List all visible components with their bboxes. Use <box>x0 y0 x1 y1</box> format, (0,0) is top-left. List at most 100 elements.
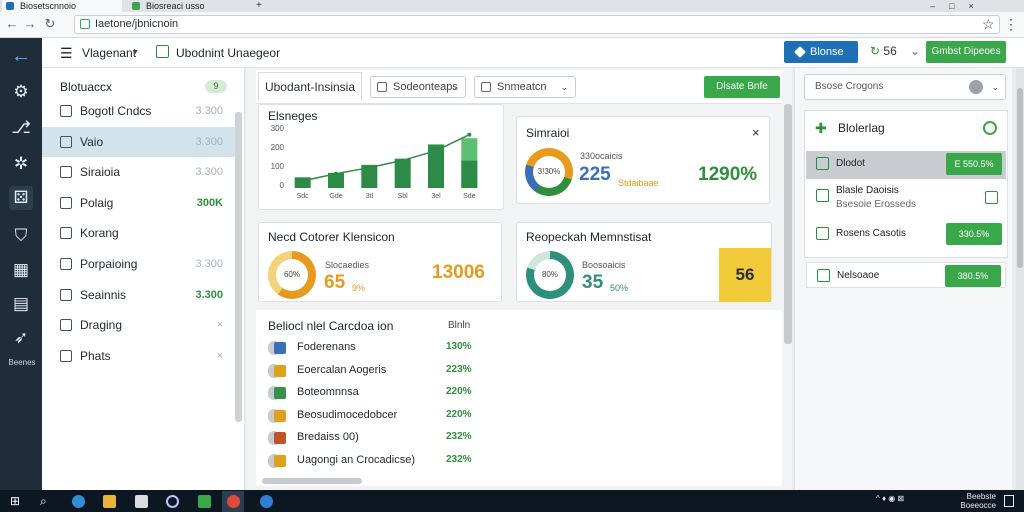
dice-icon[interactable]: ⚄ <box>9 186 33 210</box>
list-column-header: Blnln <box>448 320 471 331</box>
nodes-icon[interactable]: ✲ <box>13 154 29 173</box>
list-item-label[interactable]: Eoercalan Aogeris <box>297 363 387 376</box>
app-icon[interactable] <box>198 495 211 508</box>
stat-card-title: Simraioi <box>526 126 570 140</box>
x-tick-label: 3el <box>431 193 441 200</box>
sidebar-item-value: 3.300 <box>195 258 223 270</box>
taskbar-clock[interactable]: Beebste Boeeocce <box>956 492 996 510</box>
filter-dropdown[interactable]: Sodeonteaps ⌄ <box>370 76 466 98</box>
browser-tab-active[interactable]: Biosetscnnoio <box>2 0 122 12</box>
group-select[interactable]: Bsose Crogons ⌄ <box>804 74 1006 100</box>
close-icon[interactable]: × <box>752 125 760 140</box>
list-item-label[interactable]: Foderenans <box>297 341 356 353</box>
chart-bar[interactable] <box>394 158 411 188</box>
trend-point[interactable] <box>467 132 472 137</box>
sidebar-item-label: Phats <box>80 348 111 363</box>
list-item-icon <box>268 454 288 468</box>
horizontal-scrollbar[interactable] <box>262 478 362 484</box>
system-tray[interactable]: ^ ♦ ◉ ⊠ <box>876 494 905 503</box>
store-icon[interactable] <box>135 495 148 508</box>
tab-overview[interactable]: Ubodant-Insinsia <box>258 72 362 102</box>
trend-point[interactable] <box>300 178 305 183</box>
bookmark-star-icon[interactable]: ☆ <box>982 16 995 32</box>
trend-point[interactable] <box>434 148 438 153</box>
primary-button[interactable]: Blonse <box>784 41 858 63</box>
sidebar-item[interactable]: Seainnis 3.300 <box>42 280 235 310</box>
browser-menu-icon[interactable]: ⋮ <box>1004 16 1018 32</box>
clock-date: Boeeocce <box>960 501 996 510</box>
trend-point[interactable] <box>334 171 338 176</box>
header-menu-label[interactable]: Vlagenant <box>82 46 137 60</box>
browser-tab[interactable]: Biosreaci usso <box>128 0 248 12</box>
chrome-icon[interactable] <box>227 495 240 508</box>
tag-icon[interactable]: ➶ <box>13 328 29 347</box>
document-icon[interactable]: ▤ <box>12 294 30 313</box>
app-icon[interactable] <box>260 495 273 508</box>
filter-icon <box>377 82 387 92</box>
forward-icon[interactable]: → <box>23 16 37 31</box>
app-icon[interactable] <box>166 495 179 508</box>
add-button[interactable]: Dlsate Bnfe <box>704 76 780 98</box>
folder-icon[interactable] <box>103 495 116 508</box>
success-button[interactable]: Gmbst Dipeoes <box>926 41 1006 63</box>
stat-sublabel: 50% <box>610 283 629 293</box>
chart-bar[interactable] <box>361 164 378 188</box>
left-panel-scrollbar[interactable] <box>235 112 242 422</box>
page-scrollbar[interactable] <box>1016 68 1024 490</box>
url-field[interactable]: Iaetone/jbnicnoin <box>74 15 1000 34</box>
new-tab-button[interactable]: + <box>256 0 262 11</box>
scroll-thumb[interactable] <box>1017 88 1023 268</box>
sidebar-item[interactable]: Draging × <box>42 310 235 340</box>
right-row[interactable]: Blasle Daoisis Bsesoie Erosseds <box>806 183 1006 215</box>
chart-icon[interactable]: ▦ <box>12 260 30 279</box>
sidebar-item[interactable]: Siraioia 3.300 <box>42 157 235 187</box>
center-scrollbar[interactable] <box>784 104 792 344</box>
window-controls[interactable]: –□× <box>930 1 988 11</box>
chart-bar[interactable] <box>328 172 344 188</box>
list-item-label[interactable]: Bredaiss 00) <box>297 431 359 444</box>
hamburger-icon[interactable]: ☰ <box>60 45 73 61</box>
chevron-down-icon[interactable]: ▼ <box>132 49 139 56</box>
y-tick-label: 300 <box>270 124 284 133</box>
sidebar-item-label: Vaio <box>80 134 104 149</box>
right-row[interactable]: Nelsoaoe 380.5% <box>806 262 1006 288</box>
back-arrow-icon[interactable]: ← <box>11 45 31 67</box>
document-icon[interactable] <box>985 191 998 204</box>
right-row[interactable]: Dlodot E 550.5% <box>806 151 1006 179</box>
y-tick-label: 200 <box>270 143 284 152</box>
link-icon[interactable]: ⎇ <box>11 118 31 137</box>
sidebar-item[interactable]: Porpaioing 3.300 <box>42 249 235 279</box>
trend-point[interactable] <box>400 158 405 163</box>
list-section <box>256 310 782 486</box>
search-icon[interactable]: ⌕ <box>40 494 47 508</box>
sort-dropdown-label: Snmeatcn <box>497 81 547 93</box>
gear-icon[interactable]: ⚙ <box>13 82 29 101</box>
sidebar-item[interactable]: Korang <box>42 218 235 248</box>
sidebar-item[interactable]: Vaio 3.300 <box>42 126 235 157</box>
start-icon[interactable]: ⊞ <box>10 494 21 508</box>
right-row[interactable]: Rosens Casotis 330.5% <box>806 221 1006 247</box>
chevron-down-icon[interactable]: ⌄ <box>910 44 921 58</box>
list-item-label[interactable]: Boteomnnsa <box>297 386 359 399</box>
clock-icon[interactable] <box>983 121 997 135</box>
edge-icon[interactable] <box>72 495 85 508</box>
trend-point[interactable] <box>367 165 372 170</box>
reload-icon[interactable]: ↻ <box>44 16 56 31</box>
back-icon[interactable]: ← <box>5 16 19 31</box>
list-item-label[interactable]: Beosudimocedobcer <box>297 408 398 421</box>
list-item-label[interactable]: Uagongi an Crocadicse) <box>297 454 416 466</box>
sidebar-item[interactable]: Bogotl Cndcs 3.300 <box>42 96 235 126</box>
sidebar-item-label: Siraioia <box>80 165 121 180</box>
list-item-icon <box>60 349 72 362</box>
chart-bar[interactable] <box>428 144 444 188</box>
list-item-value: 220% <box>446 408 472 420</box>
browser-tab-bar <box>0 0 1024 12</box>
sidebar-item[interactable]: Polaig 300K <box>42 188 235 218</box>
sidebar-item[interactable]: Phats × <box>42 341 235 371</box>
search-icon <box>481 82 491 92</box>
right-row-label: Rosens Casotis <box>836 228 907 239</box>
sidebar-item-value: × <box>216 349 223 362</box>
sort-dropdown[interactable]: Snmeatcn ⌄ <box>474 76 576 98</box>
notification-icon[interactable] <box>1004 495 1014 507</box>
shield-icon[interactable]: ⛉ <box>14 226 28 245</box>
